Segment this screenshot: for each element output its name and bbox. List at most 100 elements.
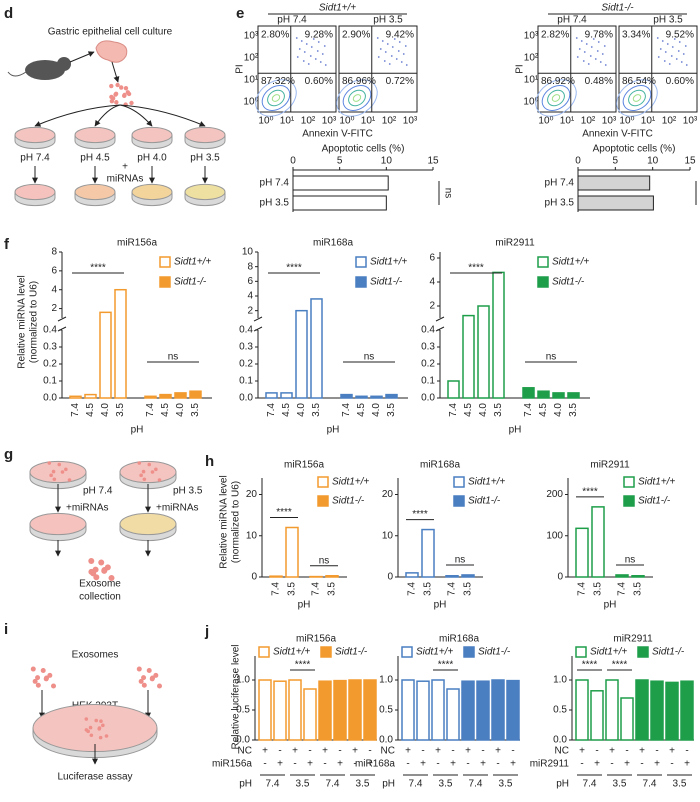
group-label: 7.4 — [583, 779, 597, 790]
event-dot — [677, 50, 680, 52]
plot-frame — [338, 25, 418, 113]
row-sign: + — [367, 759, 373, 770]
row-sign: + — [337, 759, 343, 770]
cell-dot — [154, 467, 158, 472]
x-tick-label: 3.5 — [287, 582, 298, 596]
cell-dot — [141, 675, 147, 681]
treatment-label: +miRNAs — [66, 503, 109, 514]
cell-dot — [101, 723, 105, 728]
event-dot — [393, 38, 396, 40]
y-tick-label: 10³ — [244, 31, 259, 42]
legend-label: Sidt1-/- — [552, 277, 585, 288]
x-tick-label: 4.5 — [356, 403, 367, 417]
x-tick-label: 4.5 — [85, 403, 96, 417]
treatment-plus: + — [122, 162, 128, 173]
event-dot — [585, 43, 588, 45]
bar — [665, 681, 679, 741]
cell-dot — [98, 735, 103, 740]
cell-dot — [113, 91, 119, 96]
event-dot — [685, 64, 688, 66]
legend-swatch — [159, 256, 171, 268]
y-tick-label: 0.2 — [239, 359, 253, 370]
y-axis-label: Relative miRNA level — [17, 275, 28, 368]
cell-dot — [153, 672, 159, 678]
event-dot — [310, 46, 313, 48]
event-dot — [384, 51, 387, 53]
row-sign: + — [594, 759, 600, 770]
dish — [184, 126, 226, 144]
bar — [174, 392, 187, 399]
event-dot — [376, 37, 379, 39]
y-tick-label: 0.2 — [43, 359, 57, 370]
y-tick-label: 6 — [51, 265, 57, 276]
cell-dot — [89, 733, 94, 738]
bar — [159, 393, 172, 399]
bar — [476, 680, 490, 741]
row-label: NC — [555, 746, 569, 757]
x-tick-label: 10¹ — [641, 116, 656, 127]
event-dot — [590, 46, 593, 48]
legend-label: Sidt1-/- — [370, 277, 403, 288]
bar — [144, 395, 157, 399]
x-axis-label: Apoptotic cells (%) — [322, 144, 405, 155]
event-dot — [307, 63, 310, 65]
x-tick-label: 3.5 — [311, 403, 322, 417]
legend-label: Sidt1-/- — [478, 647, 511, 658]
y-tick-label: 0.0 — [379, 735, 393, 746]
cell-dot — [136, 666, 142, 672]
bar — [492, 271, 505, 399]
bar — [416, 680, 430, 741]
row-label: pH — [382, 779, 395, 790]
quadrant-percent: 9.28% — [305, 30, 333, 41]
density-contour — [342, 85, 372, 111]
panel-letter: i — [4, 621, 8, 638]
row-sign: - — [308, 746, 311, 757]
event-dot — [316, 50, 319, 52]
x-tick-label: 3.5 — [190, 403, 201, 417]
event-dot — [661, 40, 664, 42]
significance: **** — [295, 660, 311, 671]
quadrant-percent: 2.90% — [342, 30, 370, 41]
legend-label: Sidt1-/- — [335, 647, 368, 658]
bar — [577, 195, 654, 211]
legend-label: Sidt1+/+ — [468, 477, 505, 488]
cell-dot — [141, 469, 146, 474]
bar — [537, 390, 550, 399]
y-tick-label: 0.5 — [236, 705, 250, 716]
bar — [590, 690, 604, 741]
row-sign: - — [263, 759, 266, 770]
density-contour — [616, 79, 658, 117]
panel-letter: h — [205, 453, 214, 470]
bar — [288, 679, 302, 741]
cell-dot — [50, 683, 56, 689]
x-tick-label: 7.4 — [617, 582, 628, 596]
event-dot — [321, 53, 324, 55]
cell-dot — [142, 477, 147, 482]
axis-break — [57, 316, 67, 322]
x-axis-label: pH — [604, 600, 617, 611]
cell-dot — [109, 83, 114, 89]
bar — [591, 506, 605, 578]
group-label: 3.5 — [356, 779, 370, 790]
cell-dot — [57, 462, 62, 467]
y-tick-label: 8 — [51, 247, 57, 258]
cell-dot — [146, 668, 152, 674]
row-sign: - — [451, 746, 454, 757]
group-label: 3.5 — [439, 779, 453, 790]
row-sign: - — [685, 746, 688, 757]
y-tick-label: 200 — [546, 489, 563, 500]
bar — [285, 526, 299, 578]
cell-dot — [88, 558, 95, 565]
row-label: NC — [238, 746, 252, 757]
event-dot — [400, 61, 403, 63]
event-dot — [666, 43, 669, 45]
legend-label: Sidt1+/+ — [590, 647, 627, 658]
bar — [522, 387, 535, 399]
y-tick-label: 0.3 — [239, 342, 253, 353]
y-tick-label: 10¹ — [244, 75, 259, 86]
dish — [14, 183, 56, 201]
row-sign: - — [406, 759, 409, 770]
x-tick-label: 3.5 — [493, 403, 504, 417]
y-tick-label: 10⁰ — [523, 97, 538, 108]
row-sign: - — [595, 746, 598, 757]
